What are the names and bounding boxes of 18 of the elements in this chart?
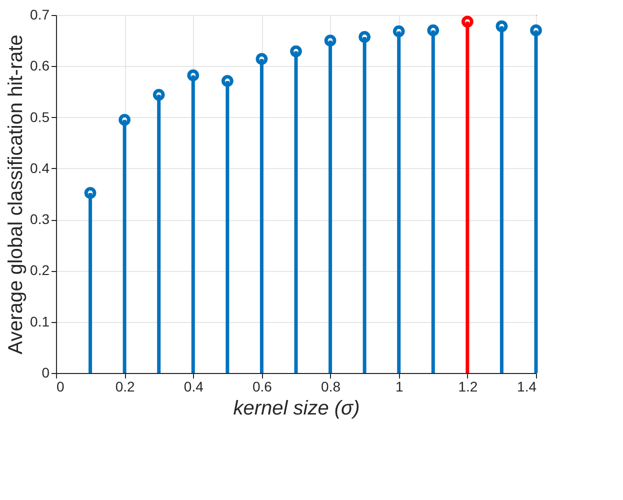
y-tick-label: 0.4	[30, 160, 50, 176]
x-tick-label: 0.4	[184, 378, 204, 394]
y-axis-title: Average global classification hit-rate	[5, 34, 28, 354]
y-tick-label: 0	[42, 364, 50, 380]
x-tick-label: 1.2	[458, 378, 478, 394]
y-tick-label: 0.7	[30, 6, 50, 22]
x-tick-label: 0.6	[252, 378, 272, 394]
y-tick-label: 0.3	[30, 211, 50, 228]
y-tick-label: 0.6	[30, 58, 50, 74]
x-tick-label: 1.4	[517, 378, 537, 394]
x-tick-label: 0.8	[321, 378, 341, 394]
x-tick-label: 0.2	[115, 378, 136, 394]
y-tick-label: 0.1	[30, 313, 50, 330]
y-tick-label: 0.2	[30, 262, 50, 278]
x-tick-label: 0	[56, 378, 64, 394]
x-axis-title: kernel size (σ)	[233, 398, 360, 420]
x-tick-label: 1	[395, 378, 404, 394]
y-tick-label: 0.5	[30, 108, 50, 125]
